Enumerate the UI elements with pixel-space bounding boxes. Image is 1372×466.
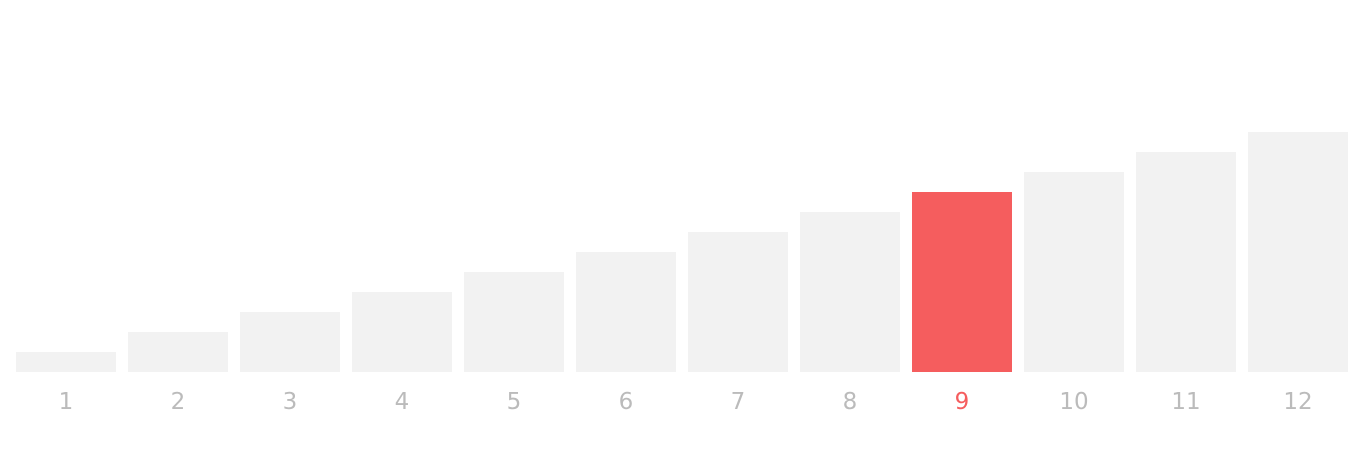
bar-group xyxy=(16,132,1348,372)
bar[interactable] xyxy=(240,312,340,372)
x-tick-label: 3 xyxy=(283,389,298,415)
x-tick-labels: 1 2 3 4 5 6 7 8 9 10 11 12 xyxy=(59,389,1313,415)
x-tick-label: 6 xyxy=(619,389,634,415)
x-tick-label: 1 xyxy=(59,389,74,415)
x-tick-label: 10 xyxy=(1059,389,1088,415)
x-tick-label: 8 xyxy=(843,389,858,415)
bar[interactable] xyxy=(1248,132,1348,372)
x-tick-label: 5 xyxy=(507,389,522,415)
x-tick-label: 4 xyxy=(395,389,410,415)
bar[interactable] xyxy=(352,292,452,372)
bar[interactable] xyxy=(128,332,228,372)
x-tick-label: 2 xyxy=(171,389,186,415)
bar[interactable] xyxy=(464,272,564,372)
bar[interactable] xyxy=(688,232,788,372)
bar[interactable] xyxy=(16,352,116,372)
bar-selected[interactable] xyxy=(912,192,1012,372)
x-tick-label-selected: 9 xyxy=(955,389,970,415)
bar[interactable] xyxy=(1136,152,1236,372)
x-tick-label: 11 xyxy=(1171,389,1200,415)
x-tick-label: 7 xyxy=(731,389,746,415)
bar[interactable] xyxy=(800,212,900,372)
x-tick-label: 12 xyxy=(1283,389,1312,415)
bar[interactable] xyxy=(576,252,676,372)
bar[interactable] xyxy=(1024,172,1124,372)
